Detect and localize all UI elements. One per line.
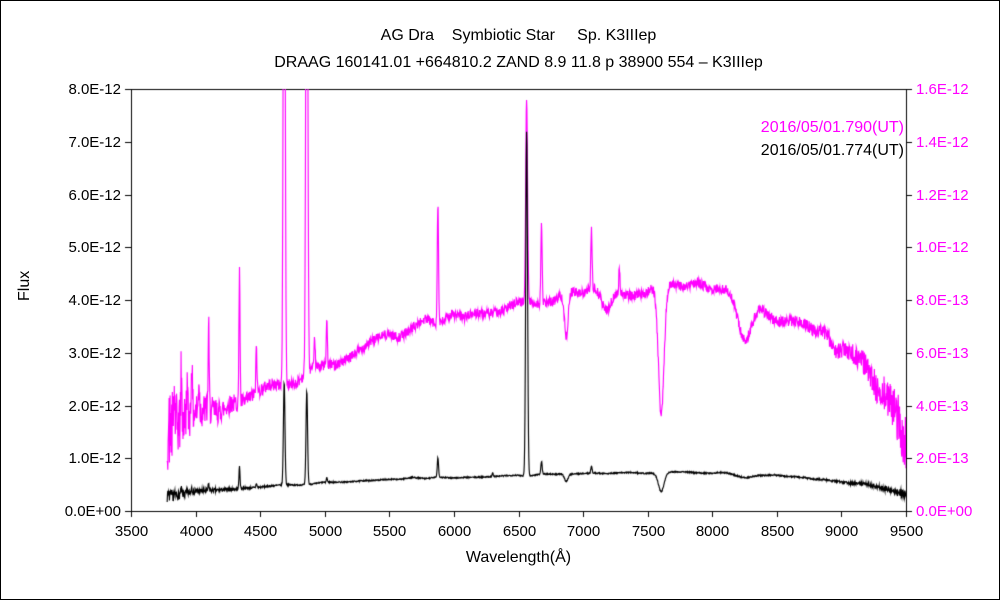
chart-subtitle: DRAAG 160141.01 +664810.2 ZAND 8.9 11.8 … [274,54,763,71]
tick-label: 5000 [308,523,343,540]
tick-label: 1.0E-12 [916,238,969,256]
tick-label: 5.0E-12 [68,238,121,256]
tick-label: 5500 [372,523,407,540]
tick-label: 6.0E-12 [68,186,121,204]
tick-label: 7.0E-12 [68,133,121,151]
tick-label: 8000 [695,523,730,540]
legend-entry-black: 2016/05/01.774(UT) [760,142,904,159]
tick-label: 6000 [437,523,472,540]
legend-entry-magenta: 2016/05/01.790(UT) [760,119,904,136]
tick-label: 3500 [114,523,149,540]
tick-label: 3.0E-12 [68,344,121,362]
tick-label: 1.0E-12 [68,449,121,467]
tick-label: 1.2E-12 [916,186,969,204]
tick-label: 0.0E+00 [64,502,121,520]
tick-label: 2.0E-12 [68,397,121,415]
tick-label: 4000 [179,523,214,540]
tick-label: 7000 [566,523,601,540]
x-axis-title: Wavelength(Å) [465,549,572,566]
tick-label: 9500 [889,523,924,540]
tick-label: 4.0E-13 [916,397,969,415]
tick-label: 6500 [502,523,537,540]
tick-label: 8.0E-13 [916,291,969,309]
tick-label: 1.4E-12 [916,133,969,151]
tick-label: 4.0E-12 [68,291,121,309]
tick-label: 9000 [824,523,859,540]
chart-title: AG Dra Symbiotic Star Sp. K3IIIep [380,27,657,44]
tick-label: 7500 [631,523,666,540]
tick-label: 1.6E-12 [916,80,969,98]
tick-label: 2.0E-13 [916,449,969,467]
tick-label: 6.0E-13 [916,344,969,362]
tick-label: 0.0E+00 [916,502,973,520]
tick-label: 8.0E-12 [68,80,121,98]
tick-label: 8500 [760,523,795,540]
tick-label: 4500 [243,523,278,540]
